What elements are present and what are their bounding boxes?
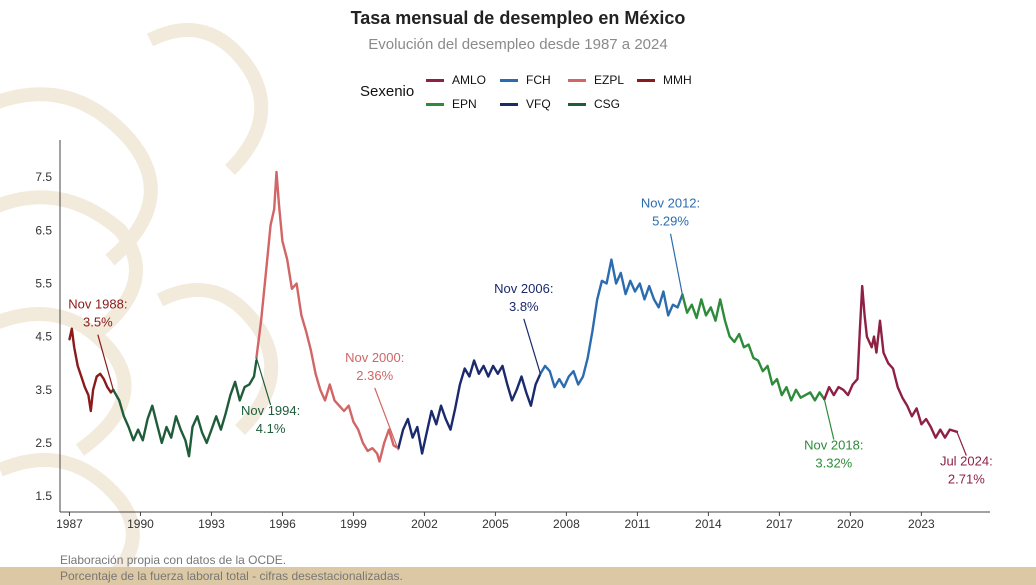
annotation-date: Nov 2006:	[494, 281, 553, 296]
x-tick-label: 2011	[624, 517, 650, 531]
chart-title: Tasa mensual de desempleo en México	[350, 8, 686, 28]
annotation-value: 3.8%	[509, 299, 539, 314]
series-line-epn	[681, 293, 826, 402]
annotation-date: Nov 2012:	[641, 196, 700, 211]
annotation-value: 2.71%	[948, 471, 985, 486]
series-line-ezpl	[255, 170, 400, 463]
annotation-date: Nov 1988:	[68, 297, 127, 312]
series-line-fch	[539, 258, 684, 389]
annotation-value: 4.1%	[256, 421, 286, 436]
legend-label: MMH	[663, 73, 692, 87]
y-tick-label: 7.5	[35, 170, 52, 184]
annotation-leader	[823, 399, 835, 440]
legend-label: CSG	[594, 97, 621, 111]
legend-label: VFQ	[526, 97, 551, 111]
legend-item-mmh: MMH	[637, 73, 692, 87]
annotation-value: 3.5%	[83, 315, 113, 330]
annotation-date: Jul 2024:	[940, 453, 993, 468]
footer-note: Porcentaje de la fuerza laboral total - …	[60, 569, 403, 583]
annotation-value: 5.29%	[652, 214, 689, 229]
legend-item-amlo: AMLO	[426, 73, 486, 87]
annotation-leader	[374, 387, 399, 451]
legend-swatch	[500, 102, 518, 106]
x-tick-label: 1993	[198, 517, 225, 531]
annotation-leader	[97, 334, 114, 390]
x-tick-label: 2017	[766, 517, 793, 531]
series-line-csg	[112, 359, 258, 458]
legend-title: Sexenio	[360, 83, 415, 100]
annotation-leader	[669, 233, 683, 295]
x-tick-label: 1999	[340, 517, 367, 531]
annotation-date: Nov 2018:	[804, 438, 863, 453]
legend-item-vfq: VFQ	[500, 97, 551, 111]
annotation-value: 2.36%	[356, 368, 393, 383]
legend-label: AMLO	[452, 73, 487, 87]
legend-item-epn: EPN	[426, 97, 477, 111]
x-tick-label: 1987	[56, 517, 83, 531]
legend-swatch	[568, 102, 586, 106]
chart-subtitle: Evolución del desempleo desde 1987 a 202…	[368, 36, 668, 53]
annotation-date: Nov 1994:	[241, 403, 300, 418]
annotation-leader	[956, 431, 967, 456]
x-tick-label: 2020	[837, 517, 864, 531]
x-tick-label: 2008	[553, 517, 580, 531]
y-tick-label: 5.5	[35, 276, 52, 290]
y-tick-label: 3.5	[35, 383, 52, 397]
y-tick-label: 6.5	[35, 223, 52, 237]
legend-item-csg: CSG	[568, 97, 620, 111]
legend-label: FCH	[526, 73, 551, 87]
y-tick-label: 2.5	[35, 436, 52, 450]
annotation-leader	[523, 318, 541, 375]
x-tick-label: 1996	[269, 517, 296, 531]
x-tick-label: 1990	[127, 517, 154, 531]
x-tick-label: 2014	[695, 517, 722, 531]
footer-source: Elaboración propia con datos de la OCDE.	[60, 553, 287, 567]
legend-item-fch: FCH	[500, 73, 551, 87]
legend-label: EPN	[452, 97, 477, 111]
series-line-vfq	[397, 359, 542, 455]
legend-swatch	[426, 102, 444, 106]
annotation-value: 3.32%	[815, 456, 852, 471]
annotation-leader	[255, 357, 272, 406]
footer-band	[0, 567, 1036, 585]
y-tick-label: 4.5	[35, 330, 52, 344]
legend-label: EZPL	[594, 73, 625, 87]
legend-swatch	[426, 78, 444, 82]
annotation-date: Nov 2000:	[345, 350, 404, 365]
legend-swatch	[637, 78, 655, 82]
series-line-amlo	[823, 284, 959, 439]
legend-swatch	[568, 78, 586, 82]
legend-item-ezpl: EZPL	[568, 73, 624, 87]
x-tick-label: 2002	[411, 517, 438, 531]
x-tick-label: 2005	[482, 517, 509, 531]
x-tick-label: 2023	[908, 517, 935, 531]
legend-swatch	[500, 78, 518, 82]
y-tick-label: 1.5	[35, 489, 52, 503]
series-line-mmh	[68, 327, 115, 413]
